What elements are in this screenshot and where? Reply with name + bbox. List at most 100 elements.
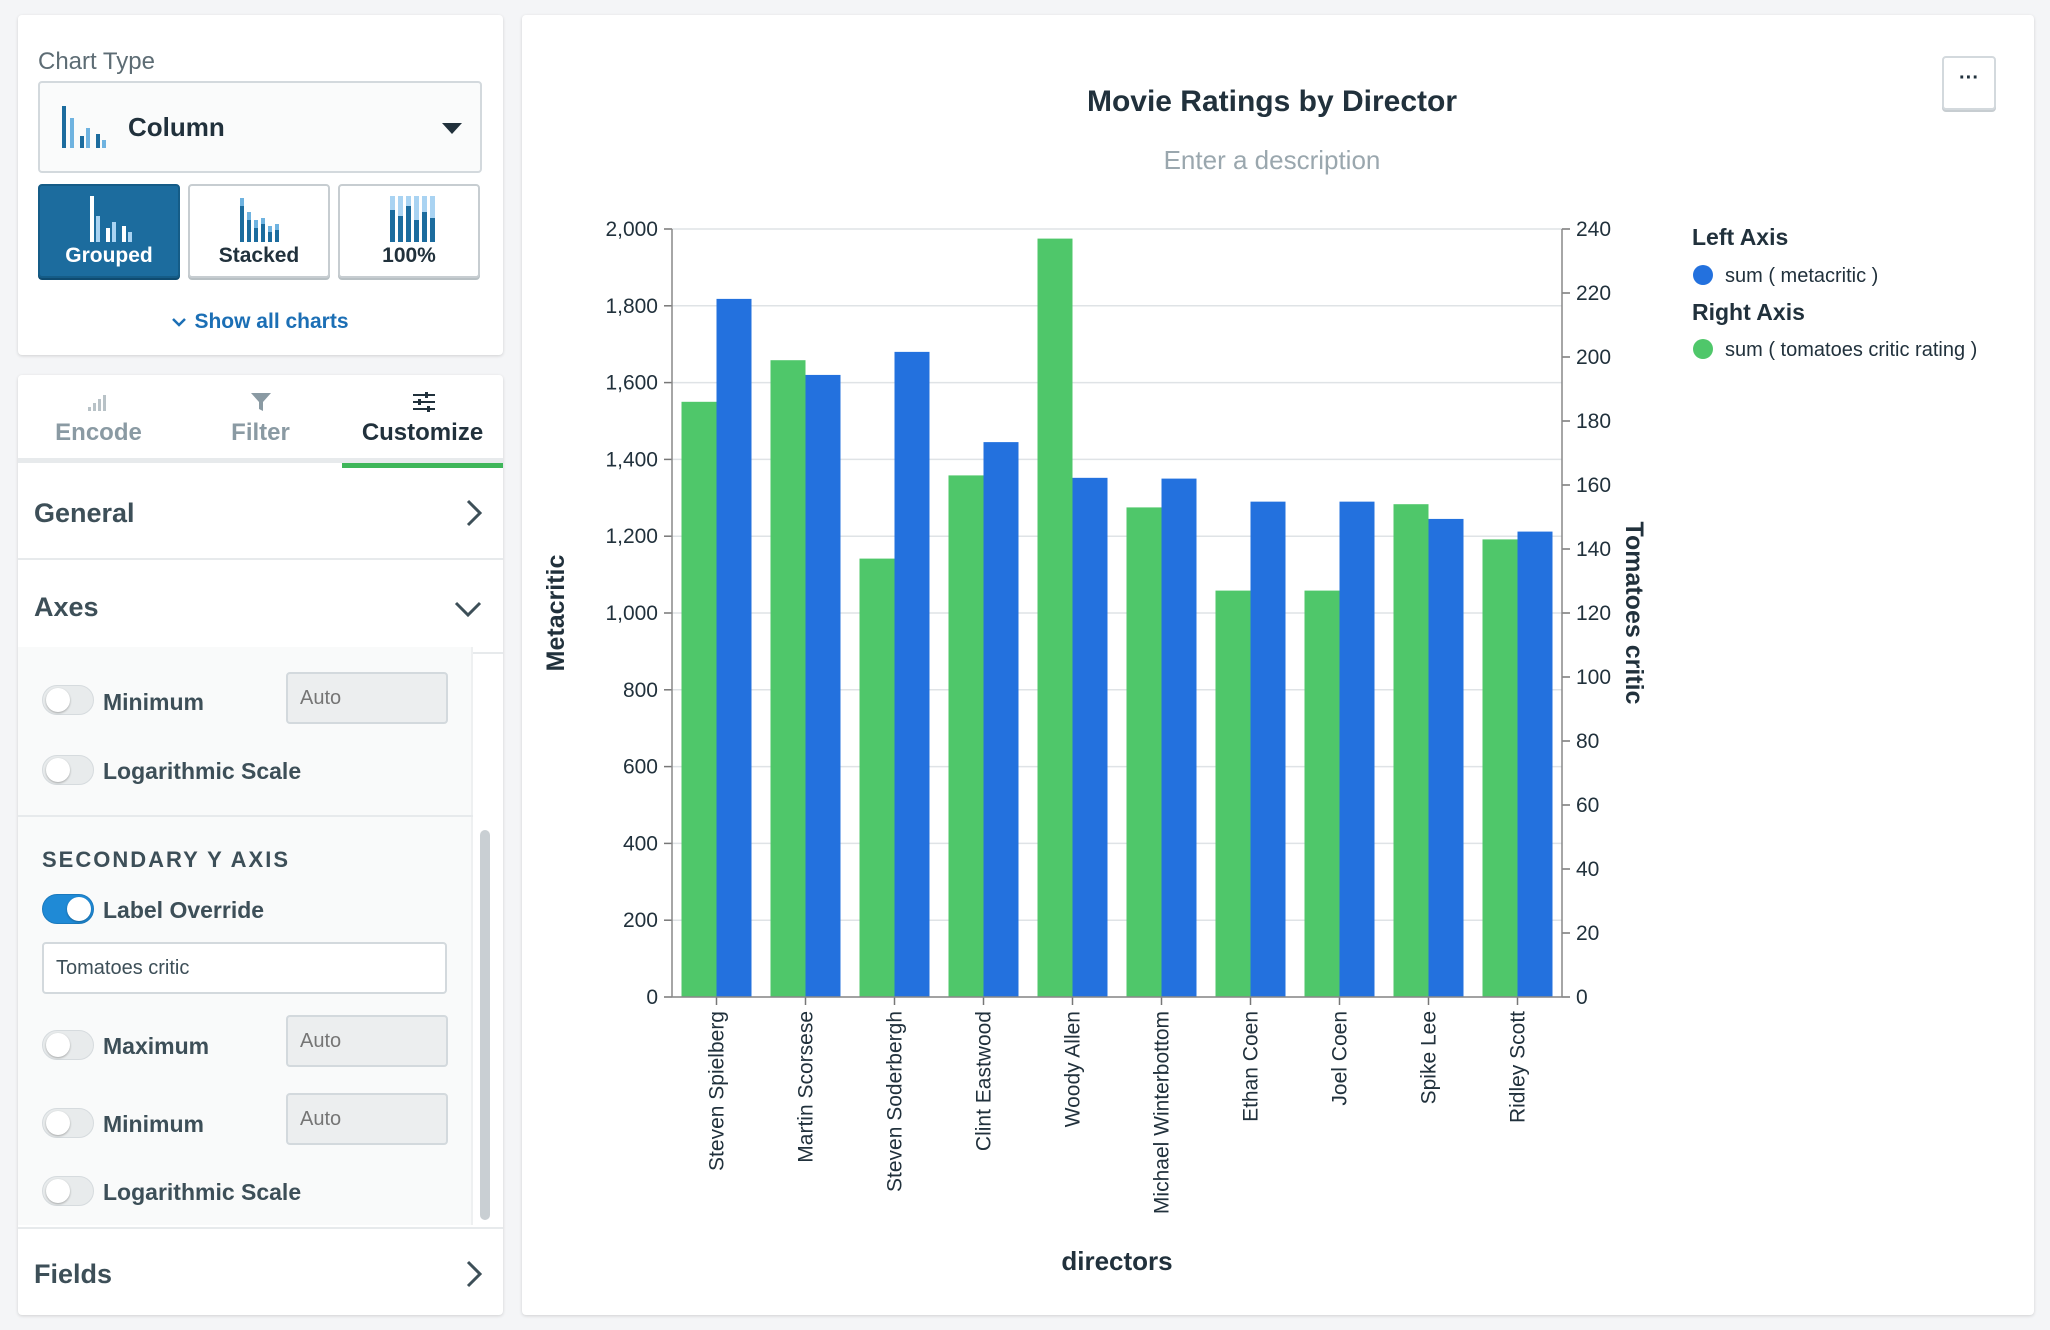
more-options-button[interactable]: ··· bbox=[1942, 56, 1996, 110]
chevron-right-icon bbox=[466, 1260, 483, 1288]
secondary-logarithmic-scale-label: Logarithmic Scale bbox=[103, 1179, 302, 1205]
chart-title[interactable]: Movie Ratings by Director bbox=[1086, 85, 1458, 118]
x-tick-label: Ethan Coen bbox=[1240, 1011, 1263, 1122]
y2-tick-label: 160 bbox=[1576, 474, 1611, 497]
legend-left-heading: Left Axis bbox=[1692, 224, 1788, 250]
variant-100-percent-button[interactable]: 100% bbox=[338, 184, 480, 278]
secondary-minimum-input[interactable] bbox=[286, 1093, 448, 1145]
chart-type-dropdown[interactable]: Column bbox=[38, 81, 482, 173]
tab-customize-label: Customize bbox=[361, 419, 484, 446]
y2-tick-label: 240 bbox=[1576, 218, 1611, 241]
y2-tick-label: 100 bbox=[1576, 666, 1611, 689]
y-tick-label: 1,400 bbox=[605, 448, 658, 471]
bar-metacritic bbox=[1517, 531, 1553, 997]
tab-filter-label: Filter bbox=[231, 419, 290, 446]
secondary-y-axis-heading: SECONDARY Y AXIS bbox=[42, 847, 290, 872]
y2-axis-title: Tomatoes critic bbox=[1620, 522, 1648, 705]
bar-metacritic bbox=[1072, 477, 1108, 997]
y-tick-label: 400 bbox=[623, 832, 658, 855]
y2-tick-label: 60 bbox=[1576, 794, 1599, 817]
label-override-input[interactable] bbox=[42, 942, 447, 994]
section-general-label: General bbox=[34, 498, 135, 528]
variant-grouped-label: Grouped bbox=[65, 244, 153, 267]
bar-tomatoes-critic bbox=[1482, 539, 1518, 997]
variant-100-percent-label: 100% bbox=[382, 244, 436, 267]
tab-customize[interactable]: Customize bbox=[342, 375, 503, 468]
show-all-charts-label: Show all charts bbox=[194, 310, 349, 333]
logarithmic-scale-toggle[interactable] bbox=[42, 755, 94, 785]
y2-tick-label: 220 bbox=[1576, 282, 1611, 305]
logarithmic-scale-label: Logarithmic Scale bbox=[103, 758, 302, 784]
y2-tick-label: 40 bbox=[1576, 858, 1599, 881]
settings-tabs: Encode Filter Customize bbox=[18, 375, 503, 468]
y-tick-label: 1,000 bbox=[605, 602, 658, 625]
chart-type-selected: Column bbox=[128, 111, 225, 142]
stacked-column-icon bbox=[240, 198, 279, 242]
y2-tick-label: 180 bbox=[1576, 410, 1611, 433]
variant-stacked-label: Stacked bbox=[218, 244, 300, 267]
y2-tick-label: 120 bbox=[1576, 602, 1611, 625]
secondary-minimum-label: Minimum bbox=[103, 1111, 204, 1137]
variant-grouped-button[interactable]: Grouped bbox=[38, 184, 180, 278]
show-all-charts-link[interactable]: Show all charts bbox=[18, 310, 503, 334]
label-override-label: Label Override bbox=[103, 897, 265, 923]
variant-stacked-button[interactable]: Stacked bbox=[188, 184, 330, 278]
x-tick-label: Woody Allen bbox=[1062, 1011, 1085, 1127]
chart-description[interactable]: Enter a description bbox=[1163, 145, 1381, 175]
maximum-toggle[interactable] bbox=[42, 1030, 94, 1060]
section-general[interactable]: General bbox=[18, 468, 503, 560]
chart-panel: Movie Ratings by Director Enter a descri… bbox=[522, 15, 2034, 1315]
y2-tick-label: 80 bbox=[1576, 730, 1599, 753]
x-tick-label: Michael Winterbottom bbox=[1151, 1011, 1174, 1214]
y2-tick-label: 0 bbox=[1576, 986, 1588, 1009]
chevron-down-icon bbox=[454, 601, 482, 618]
minimum-toggle[interactable] bbox=[42, 685, 94, 715]
x-tick-label: Spike Lee bbox=[1418, 1011, 1441, 1104]
label-override-toggle[interactable] bbox=[42, 894, 94, 924]
y-tick-label: 2,000 bbox=[605, 218, 658, 241]
y-tick-label: 600 bbox=[623, 756, 658, 779]
chevron-down-icon bbox=[172, 318, 187, 328]
bar-tomatoes-critic bbox=[1393, 504, 1429, 997]
bar-metacritic bbox=[983, 442, 1019, 997]
bar-tomatoes-critic bbox=[681, 401, 717, 997]
tab-filter[interactable]: Filter bbox=[180, 375, 341, 463]
bar-tomatoes-critic bbox=[1126, 507, 1162, 997]
bar-metacritic bbox=[1428, 518, 1464, 997]
bar-tomatoes-critic bbox=[948, 475, 984, 997]
x-tick-label: Clint Eastwood bbox=[973, 1011, 996, 1151]
maximum-input[interactable] bbox=[286, 1015, 448, 1067]
scrollbar[interactable] bbox=[480, 830, 490, 1220]
legend-metacritic-label: sum ( metacritic ) bbox=[1725, 265, 1878, 287]
bar-metacritic bbox=[894, 351, 930, 997]
bar-tomatoes-critic bbox=[770, 360, 806, 997]
bar-tomatoes-critic bbox=[1304, 590, 1340, 997]
minimum-label: Minimum bbox=[103, 689, 204, 715]
x-axis-title: directors bbox=[1061, 1246, 1172, 1276]
section-fields[interactable]: Fields bbox=[18, 1227, 503, 1315]
y2-tick-label: 20 bbox=[1576, 922, 1599, 945]
x-tick-label: Steven Soderbergh bbox=[884, 1011, 907, 1192]
y-tick-label: 1,800 bbox=[605, 295, 658, 318]
section-axes[interactable]: Axes bbox=[18, 562, 503, 654]
y2-tick-label: 200 bbox=[1576, 346, 1611, 369]
minimum-input[interactable] bbox=[286, 672, 448, 724]
bar-metacritic bbox=[1339, 501, 1375, 997]
chart-type-panel: Chart Type Column Grouped bbox=[18, 15, 503, 355]
column-chart-icon bbox=[62, 106, 106, 148]
y-tick-label: 200 bbox=[623, 909, 658, 932]
chart-canvas: 02004006008001,0001,2001,4001,6001,8002,… bbox=[542, 218, 1977, 1276]
secondary-minimum-toggle[interactable] bbox=[42, 1108, 94, 1138]
tab-encode[interactable]: Encode bbox=[18, 375, 179, 463]
y-tick-label: 1,600 bbox=[605, 372, 658, 395]
bar-metacritic bbox=[805, 374, 841, 997]
legend-tomatoes-swatch bbox=[1693, 339, 1713, 359]
percent-column-icon bbox=[390, 196, 435, 242]
secondary-logarithmic-scale-toggle[interactable] bbox=[42, 1176, 94, 1206]
bar-metacritic bbox=[716, 298, 752, 997]
sliders-icon bbox=[413, 392, 435, 412]
bar-tomatoes-critic bbox=[859, 558, 895, 997]
x-tick-label: Joel Coen bbox=[1329, 1011, 1352, 1106]
grouped-column-icon bbox=[90, 196, 132, 242]
section-axes-label: Axes bbox=[34, 592, 99, 622]
